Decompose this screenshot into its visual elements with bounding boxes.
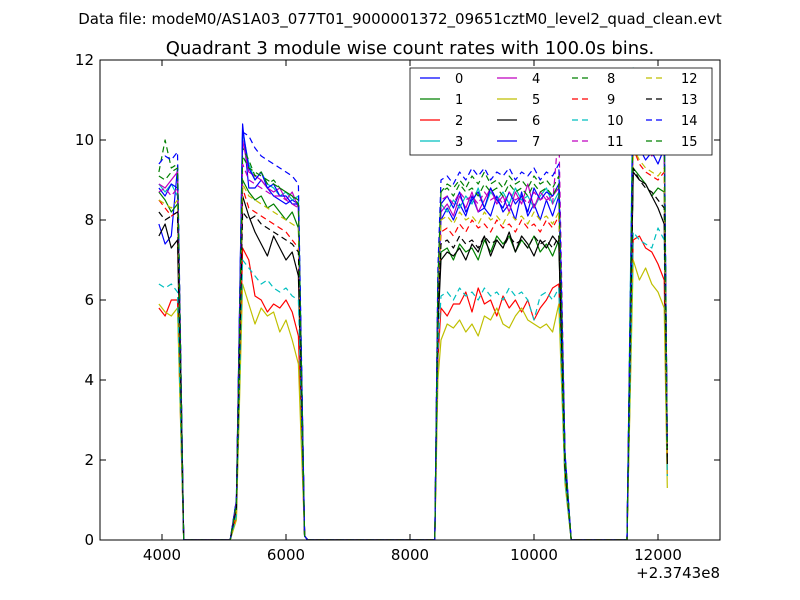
legend-label-15: 15 [681,135,698,150]
series-line-15 [158,103,668,540]
series-line-11 [158,123,668,540]
series-layer [158,67,668,540]
x-tick-label: 12000 [634,546,682,564]
y-tick-label: 0 [84,531,94,549]
legend-label-3: 3 [455,135,463,150]
legend-label-9: 9 [607,93,615,108]
chart-suptitle: Data file: modeM0/AS1A03_077T01_90000013… [78,10,722,29]
y-tick-label: 2 [84,451,94,469]
y-tick-label: 8 [84,211,94,229]
chart-title: Quadrant 3 module wise count rates with … [166,38,655,59]
legend-label-0: 0 [455,72,463,87]
legend-label-2: 2 [455,114,463,129]
legend-label-12: 12 [681,72,698,87]
legend-label-10: 10 [607,114,624,129]
legend-label-11: 11 [607,135,624,150]
x-tick-label: 6000 [267,546,305,564]
y-tick-label: 10 [75,131,94,149]
series-line-14 [158,87,668,540]
series-line-9 [158,147,668,540]
legend-label-14: 14 [681,114,698,129]
x-tick-label: 10000 [510,546,558,564]
legend-label-6: 6 [532,114,540,129]
x-tick-label: 8000 [391,546,429,564]
x-tick-label: 4000 [143,546,181,564]
legend-label-5: 5 [532,93,540,108]
legend-label-8: 8 [607,72,615,87]
x-offset-label: +2.3743e8 [636,564,720,582]
series-line-13 [158,167,668,540]
legend-label-4: 4 [532,72,540,87]
legend-label-13: 13 [681,93,698,108]
legend-label-1: 1 [455,93,463,108]
y-tick-label: 12 [75,51,94,69]
y-tick-label: 4 [84,371,94,389]
y-tick-label: 6 [84,291,94,309]
legend-label-7: 7 [532,135,540,150]
